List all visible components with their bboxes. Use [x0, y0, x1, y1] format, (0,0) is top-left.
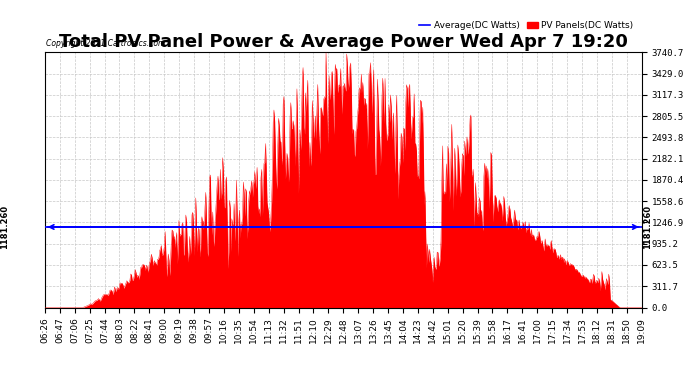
Text: Copyright 2021 Cartronics.com: Copyright 2021 Cartronics.com	[46, 39, 166, 48]
Text: 1181.260: 1181.260	[643, 205, 652, 249]
Title: Total PV Panel Power & Average Power Wed Apr 7 19:20: Total PV Panel Power & Average Power Wed…	[59, 33, 628, 51]
Legend: Average(DC Watts), PV Panels(DC Watts): Average(DC Watts), PV Panels(DC Watts)	[416, 18, 637, 34]
Text: 1181.260: 1181.260	[0, 205, 9, 249]
